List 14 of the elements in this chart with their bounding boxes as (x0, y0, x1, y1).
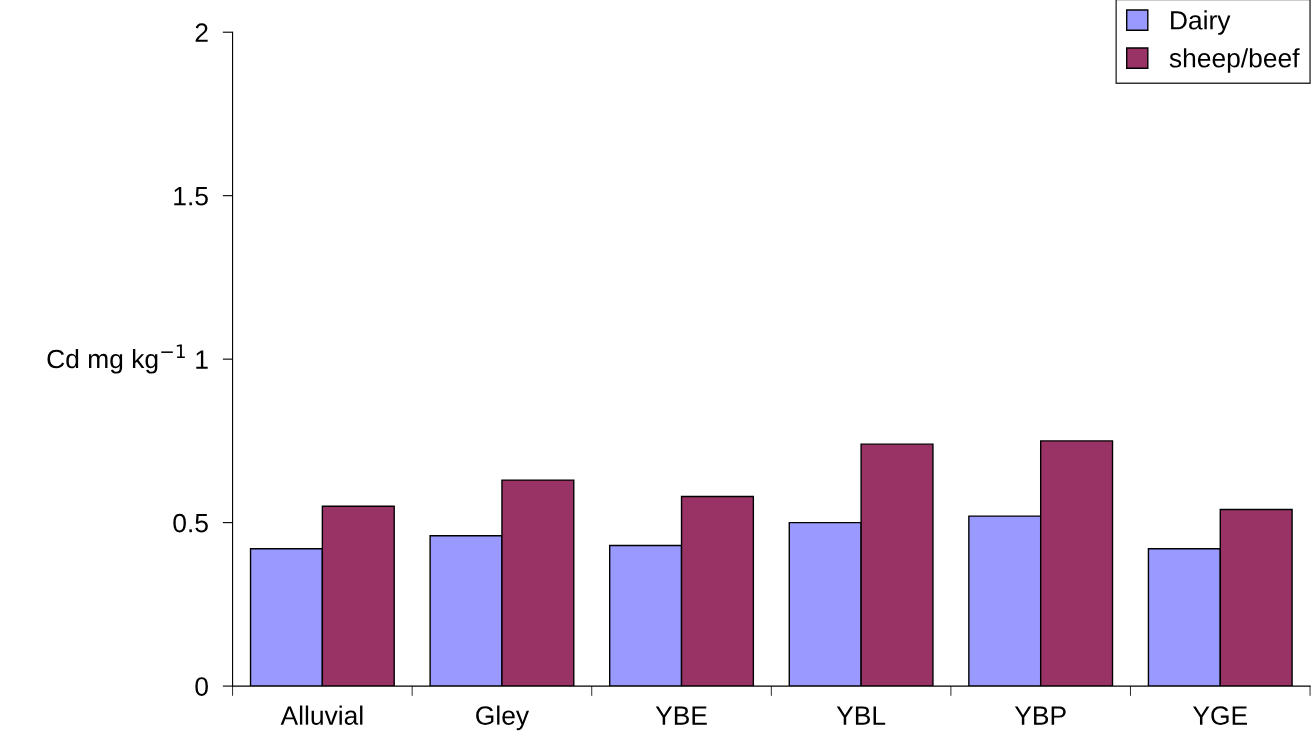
x-tick-label: YBE (655, 706, 707, 725)
y-axis-title: Cd mg kg$^{−1}$ (47, 344, 185, 374)
y-tick-label: 2 (195, 23, 208, 42)
y-tick-label: 0 (195, 677, 208, 696)
y-tick-label: 1 (196, 350, 208, 369)
x-tick-label: Alluvial (280, 705, 363, 725)
x-tick-label: YBL (836, 706, 886, 725)
x-tick-label: Gley (476, 705, 530, 731)
x-tick-label: YBP (1014, 706, 1066, 725)
legend-label: sheep/beef (1169, 48, 1300, 73)
legend-label: Dairy (1171, 10, 1231, 35)
y-tick-label: 0.5 (173, 513, 208, 533)
y-tick-label: 1.5 (174, 187, 208, 206)
x-tick-label: YGE (1192, 706, 1247, 725)
